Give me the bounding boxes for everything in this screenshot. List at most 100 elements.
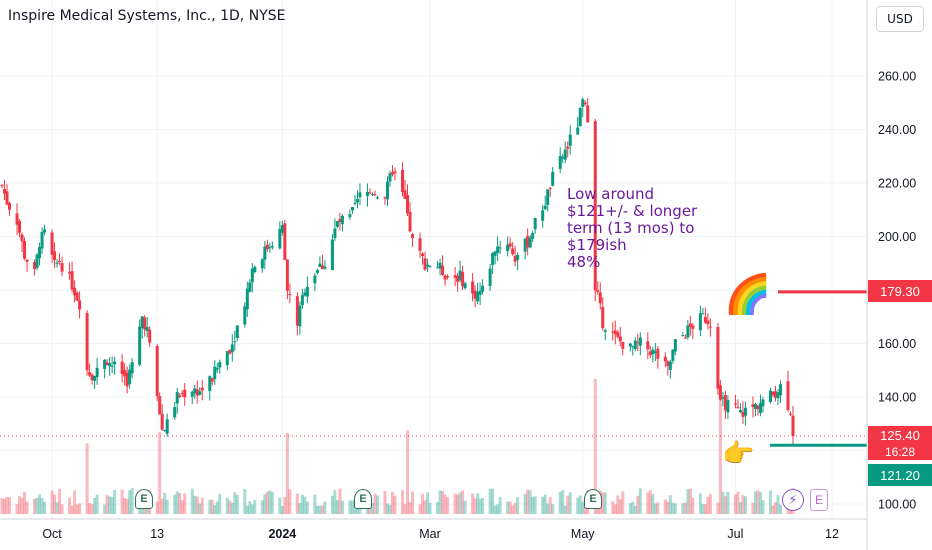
- candle-body: [621, 341, 625, 349]
- candle-body: [138, 326, 142, 365]
- candle-body: [423, 258, 427, 270]
- candle-body: [200, 387, 204, 391]
- volume-bar: [546, 503, 550, 514]
- candle-body: [323, 266, 327, 269]
- earnings-marker-icon[interactable]: E: [584, 489, 602, 509]
- volume-bar: [15, 503, 19, 514]
- candle-body: [103, 359, 107, 369]
- candle-body: [681, 335, 685, 337]
- candle-body: [741, 411, 745, 417]
- candle-body: [233, 341, 237, 343]
- volume-bar: [566, 495, 570, 514]
- events-icon[interactable]: E: [810, 489, 828, 511]
- candle-body: [35, 254, 39, 268]
- volume-bar: [593, 379, 597, 514]
- candle-body: [163, 429, 167, 431]
- volume-bar: [408, 502, 412, 514]
- volume-bar: [738, 502, 742, 514]
- earnings-marker-icon[interactable]: E: [354, 489, 372, 509]
- volume-bar: [703, 504, 707, 514]
- candle-body: [663, 356, 667, 362]
- y-tick-label: 140.00: [878, 391, 916, 405]
- candle-body: [285, 259, 289, 291]
- candle-body: [636, 342, 640, 344]
- volume-bar: [285, 432, 289, 514]
- candle-body: [601, 307, 605, 329]
- volume-bar: [0, 498, 4, 514]
- candle-body: [543, 205, 547, 210]
- volume-bar: [3, 498, 7, 514]
- volume-bar: [736, 491, 740, 514]
- volume-bar: [260, 500, 264, 514]
- volume-bar: [155, 501, 159, 514]
- volume-bar: [73, 490, 77, 514]
- candle-body: [668, 361, 672, 370]
- volume-bar: [338, 488, 342, 514]
- candle-body: [365, 191, 369, 197]
- candle-body: [778, 384, 782, 396]
- candle-body: [493, 251, 497, 256]
- candle-body: [278, 229, 282, 249]
- volume-bar: [568, 492, 572, 514]
- candle-body: [305, 286, 309, 297]
- volume-bar: [718, 394, 722, 514]
- volume-bar: [393, 495, 397, 514]
- volume-bar: [103, 504, 107, 514]
- time-axis[interactable]: Oct 13 2024 Mar May Jul 12: [42, 527, 839, 541]
- y-tick-label: 160.00: [878, 337, 916, 351]
- x-tick-label: 2024: [268, 527, 296, 541]
- candle-body: [208, 376, 212, 392]
- volume-bar: [263, 493, 267, 514]
- volume-bar: [165, 499, 169, 514]
- candle-body: [295, 296, 299, 326]
- volume-bar: [648, 490, 652, 514]
- candle-body: [566, 146, 570, 149]
- candle-body: [193, 388, 197, 394]
- candlesticks: [0, 97, 795, 447]
- volume-bar: [651, 494, 655, 514]
- candle-body: [408, 212, 412, 232]
- candle-body: [128, 369, 132, 385]
- candle-body: [0, 185, 4, 187]
- volume-bar: [183, 493, 187, 514]
- candle-body: [446, 276, 450, 278]
- volume-bar: [741, 494, 745, 514]
- volume-bar: [283, 497, 287, 514]
- candle-body: [43, 229, 47, 233]
- candle-body: [771, 391, 775, 396]
- candle-body: [546, 189, 550, 205]
- volume-bar: [656, 502, 660, 514]
- candle-body: [85, 313, 89, 371]
- volume-bar: [315, 505, 319, 514]
- volume-bar: [668, 495, 672, 514]
- candle-body: [733, 403, 737, 405]
- candle-body: [375, 197, 379, 199]
- price-tag-last: 125.40: [868, 426, 932, 444]
- volume-bar: [173, 494, 177, 514]
- currency-button[interactable]: USD: [876, 6, 924, 32]
- candle-body: [473, 290, 477, 299]
- volume-bar: [373, 493, 377, 514]
- volume-bar: [758, 492, 762, 514]
- candle-body: [95, 367, 99, 378]
- candle-body: [20, 234, 24, 242]
- volume-bar: [200, 497, 204, 514]
- volume-bar: [541, 496, 545, 514]
- candle-body: [383, 197, 387, 199]
- candle-body: [743, 407, 747, 416]
- bolt-icon[interactable]: ⚡: [782, 489, 804, 511]
- volume-bar: [113, 490, 117, 514]
- volume-bar: [698, 493, 702, 514]
- volume-bar: [270, 491, 274, 514]
- text-annotation[interactable]: Low around $121+/- & longer term (13 mos…: [567, 185, 698, 271]
- volume-bar: [551, 504, 555, 514]
- candle-body: [90, 374, 94, 381]
- candle-body: [736, 407, 740, 409]
- volume-bar: [508, 501, 512, 514]
- volume-bar: [601, 492, 605, 514]
- earnings-marker-icon[interactable]: E: [135, 489, 153, 509]
- candle-body: [718, 385, 722, 400]
- volume-bar: [498, 497, 502, 514]
- candle-body: [706, 320, 710, 325]
